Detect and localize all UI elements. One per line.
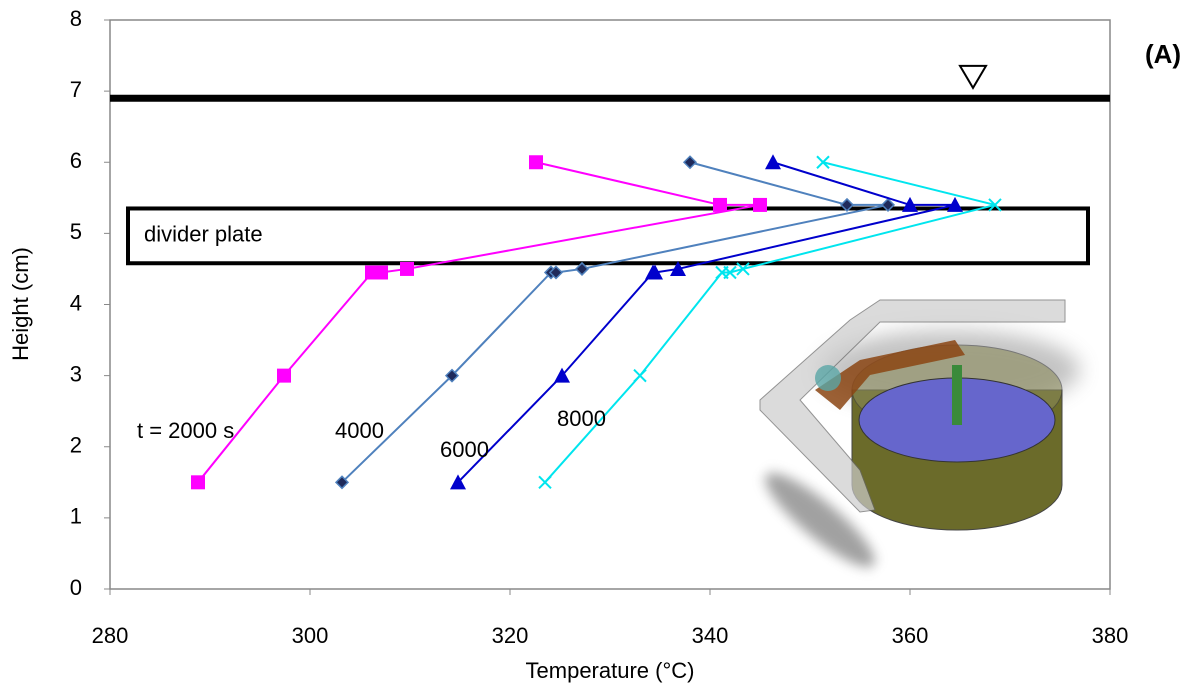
y-tick-label: 7 [70,77,82,102]
marker [277,369,291,383]
page: 280 300 320 340 360 380 0 1 2 3 4 5 6 7 8 Temperature (… [0,0,1201,696]
marker [400,262,414,276]
x-tick-label: 320 [492,623,529,648]
x-tick-label: 280 [92,623,129,648]
marker [765,154,781,169]
divider-plate-label: divider plate [144,222,263,247]
x-tick-label: 300 [292,623,329,648]
y-tick-label: 0 [70,575,82,600]
series-label: 6000 [440,437,489,462]
marker [753,198,767,212]
y-tick-label: 1 [70,504,82,529]
marker [713,198,727,212]
series-label: 8000 [557,406,606,431]
apparatus-illustration [755,300,1080,579]
x-tick-label: 340 [692,623,729,648]
chart: 280 300 320 340 360 380 0 1 2 3 4 5 6 7 8 Temperature (… [0,0,1201,696]
marker [634,370,646,382]
y-tick-label: 4 [70,290,82,315]
marker [191,475,205,489]
marker [684,156,696,168]
marker [529,155,543,169]
y-axis-title: Height (cm) [8,247,33,361]
divider-plate [128,208,1088,263]
x-tick-label: 360 [892,623,929,648]
series-label: 4000 [335,418,384,443]
marker [539,476,551,488]
surface-marker [960,66,986,88]
y-tick-label: 2 [70,433,82,458]
x-axis-title: Temperature (°C) [526,658,695,683]
marker [374,265,388,279]
panel-label: (A) [1145,39,1181,69]
series-label: t = 2000 s [137,418,234,443]
y-tick-label: 8 [70,6,82,31]
y-tick-label: 6 [70,148,82,173]
y-tick-label: 3 [70,361,82,386]
x-tick-label: 380 [1092,623,1129,648]
y-tick-label: 5 [70,219,82,244]
marker [817,156,829,168]
